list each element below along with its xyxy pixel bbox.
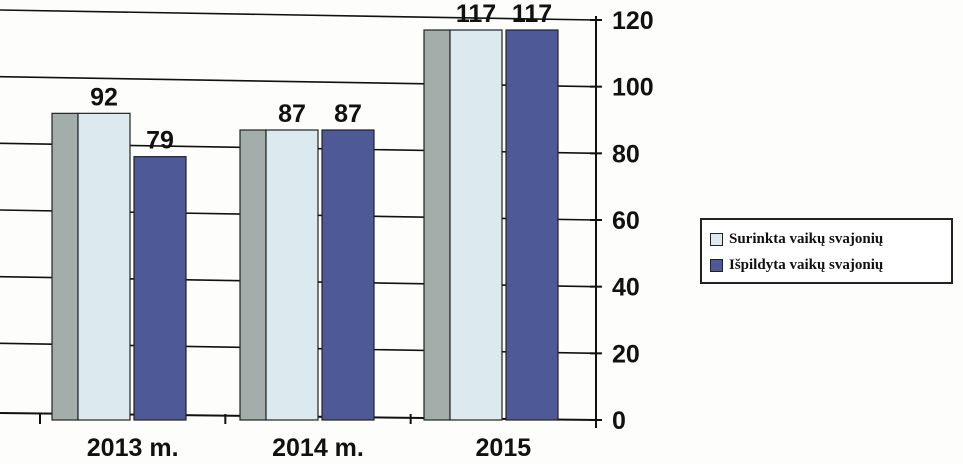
legend-label-surinkta: Surinkta vaikų svajonių: [729, 230, 884, 247]
x-tick-label-2: 2015: [476, 434, 532, 462]
y-tick-label-120: 120: [612, 7, 654, 35]
bar-side-0-1: [239, 129, 267, 421]
data-label-1-1: 87: [334, 100, 362, 128]
y-tick-label-0: 0: [612, 407, 626, 435]
x-tick-label-0: 2013 m.: [87, 434, 179, 462]
data-label-1-2: 117: [512, 0, 552, 28]
y-tick-label-20: 20: [612, 340, 640, 368]
legend-swatch-ispildyta: [710, 258, 723, 272]
legend-item-surinkta: Surinkta vaikų svajonių: [710, 226, 945, 252]
bar-0-2: [449, 29, 503, 421]
gridline-120: [0, 9, 597, 21]
data-label-1-0: 79: [146, 127, 174, 155]
bar-side-0-2: [423, 29, 451, 421]
y-tick-label-80: 80: [612, 140, 640, 168]
legend: Surinkta vaikų svajonių Išpildyta vaikų …: [700, 218, 953, 284]
bar-0-1: [265, 129, 319, 421]
bar-1-2: [505, 29, 559, 421]
data-label-0-1: 87: [278, 100, 306, 128]
bar-side-0-0: [51, 112, 79, 421]
legend-swatch-surinkta: [710, 232, 723, 246]
data-label-0-2: 117: [456, 0, 496, 28]
bar-1-1: [321, 129, 375, 421]
legend-label-ispildyta: Išpildyta vaikų svajonių: [729, 256, 884, 273]
x-tick-label-1: 2014 m.: [272, 434, 364, 462]
legend-item-ispildyta: Išpildyta vaikų svajonių: [710, 252, 945, 278]
bar-0-0: [77, 112, 131, 421]
y-tick-label-60: 60: [612, 207, 640, 235]
bar-1-0: [133, 156, 187, 421]
y-tick-label-100: 100: [612, 74, 654, 102]
y-tick-label-40: 40: [612, 274, 640, 302]
data-label-0-0: 92: [90, 83, 118, 111]
